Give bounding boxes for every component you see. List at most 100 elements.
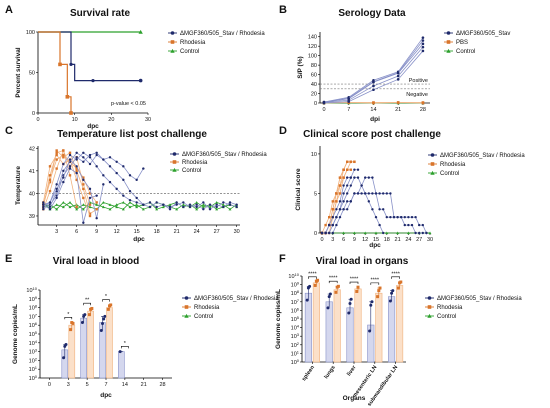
y-tick-label: 105 — [29, 330, 38, 338]
y-tick-exponent: 6 — [297, 306, 300, 311]
clinical-score-point — [331, 223, 334, 227]
temperature-point — [102, 174, 105, 177]
temperature-point — [48, 174, 52, 177]
x-tick-label: 28 — [420, 107, 426, 113]
y-axis-label: Clinical score — [295, 168, 302, 211]
legend-label: Control — [180, 49, 199, 55]
x-tick-label: 12 — [362, 237, 368, 243]
clinical-score-point — [418, 223, 421, 227]
bar — [106, 307, 113, 379]
legend-label: Control — [440, 171, 459, 177]
temperature-point — [55, 196, 58, 200]
clinical-score-point — [356, 168, 360, 171]
temperature-point — [82, 178, 85, 182]
clinical-score-point — [331, 231, 334, 235]
legend-label: Control — [194, 314, 213, 320]
survival-step-marker — [65, 95, 70, 99]
significance-bracket — [64, 316, 73, 320]
clinical-score-point — [349, 176, 352, 179]
legend-marker — [430, 153, 435, 157]
y-tick-label: 100 — [29, 374, 38, 382]
panel-letter: D — [279, 125, 287, 137]
y-tick-label: 10 — [311, 152, 317, 158]
survival-end-marker — [138, 29, 143, 34]
temperature-point — [122, 178, 125, 182]
temperature-point — [135, 178, 138, 182]
legend-label: Rhodesia — [440, 162, 466, 168]
temperature-line — [43, 152, 144, 208]
temperature-point — [148, 201, 152, 204]
data-point — [378, 286, 382, 290]
clinical-score-point — [428, 231, 432, 235]
clinical-score-point — [360, 192, 363, 195]
temperature-point — [121, 207, 125, 211]
legend-marker — [184, 305, 189, 309]
data-point — [305, 298, 309, 302]
clinical-score-point — [410, 215, 414, 219]
temperature-point — [88, 187, 92, 191]
serology-point — [396, 101, 400, 104]
temperature-point — [108, 156, 112, 159]
temperature-point — [48, 189, 52, 193]
temperature-point — [175, 203, 178, 206]
clinical-score-point — [335, 192, 338, 195]
y-tick-exponent: 10 — [295, 272, 300, 277]
y-tick-label: 104 — [29, 339, 38, 347]
y-tick-exponent: 8 — [35, 304, 38, 309]
y-tick-exponent: 4 — [35, 339, 38, 344]
x-tick-label: 6 — [342, 237, 345, 243]
x-tick-label: 3 — [67, 382, 70, 388]
temperature-point — [62, 149, 65, 152]
clinical-score-point — [353, 160, 356, 164]
y-tick-label: 104 — [291, 324, 300, 332]
panel-title: Serology Data — [338, 8, 406, 19]
temperature-point — [48, 208, 52, 211]
data-point — [118, 350, 122, 354]
y-tick-label: 40 — [311, 82, 317, 88]
legend-label: Rhodesia — [180, 40, 206, 46]
y-axis-label: Genome copies/mL — [12, 304, 19, 364]
temperature-point — [175, 207, 179, 211]
temperature-point — [55, 207, 59, 211]
x-tick-label: 30 — [234, 229, 240, 235]
legend-label: ΔMGF360/505_Stav / Rhodesia — [440, 153, 525, 159]
significance-bracket — [121, 346, 129, 349]
x-tick-label: spleen — [301, 364, 316, 382]
x-tick-label: 10 — [72, 117, 78, 123]
panel-letter: C — [5, 125, 13, 137]
temperature-point — [75, 165, 78, 168]
temperature-point — [228, 201, 232, 204]
serology-point — [421, 39, 425, 42]
temperature-point — [48, 201, 52, 204]
temperature-point — [135, 205, 139, 209]
temperature-point — [161, 205, 165, 209]
y-tick-label: 100 — [291, 358, 300, 366]
clinical-score-point — [425, 231, 428, 235]
temperature-point — [108, 180, 112, 184]
clinical-score-point — [392, 215, 396, 219]
temperature-point — [62, 180, 65, 184]
x-tick-label: 7 — [104, 382, 107, 388]
temperature-point — [155, 207, 159, 211]
temperature-point — [81, 203, 85, 206]
temperature-point — [181, 203, 185, 206]
temperature-point — [81, 207, 85, 211]
panel-b: B Serology Data dpi S/P (%) 0 7 14 21 28 0 20 40 60 8… — [279, 4, 510, 123]
temperature-point — [88, 205, 92, 209]
serology-point — [372, 101, 375, 105]
clinical-score-point — [371, 192, 374, 195]
temperature-point — [95, 201, 98, 204]
clinical-score-point — [396, 231, 400, 235]
temperature-point — [55, 203, 59, 206]
temperature-point — [82, 160, 85, 163]
temperature-point — [75, 151, 78, 154]
temperature-point — [128, 174, 132, 177]
serology-point — [372, 88, 375, 92]
temperature-point — [62, 156, 65, 159]
clinical-score-point — [403, 223, 406, 227]
temperature-point — [95, 151, 98, 154]
serology-point — [372, 84, 375, 88]
temperature-point — [42, 205, 45, 209]
x-tick-label: 18 — [154, 229, 160, 235]
clinical-score-point — [331, 200, 334, 203]
